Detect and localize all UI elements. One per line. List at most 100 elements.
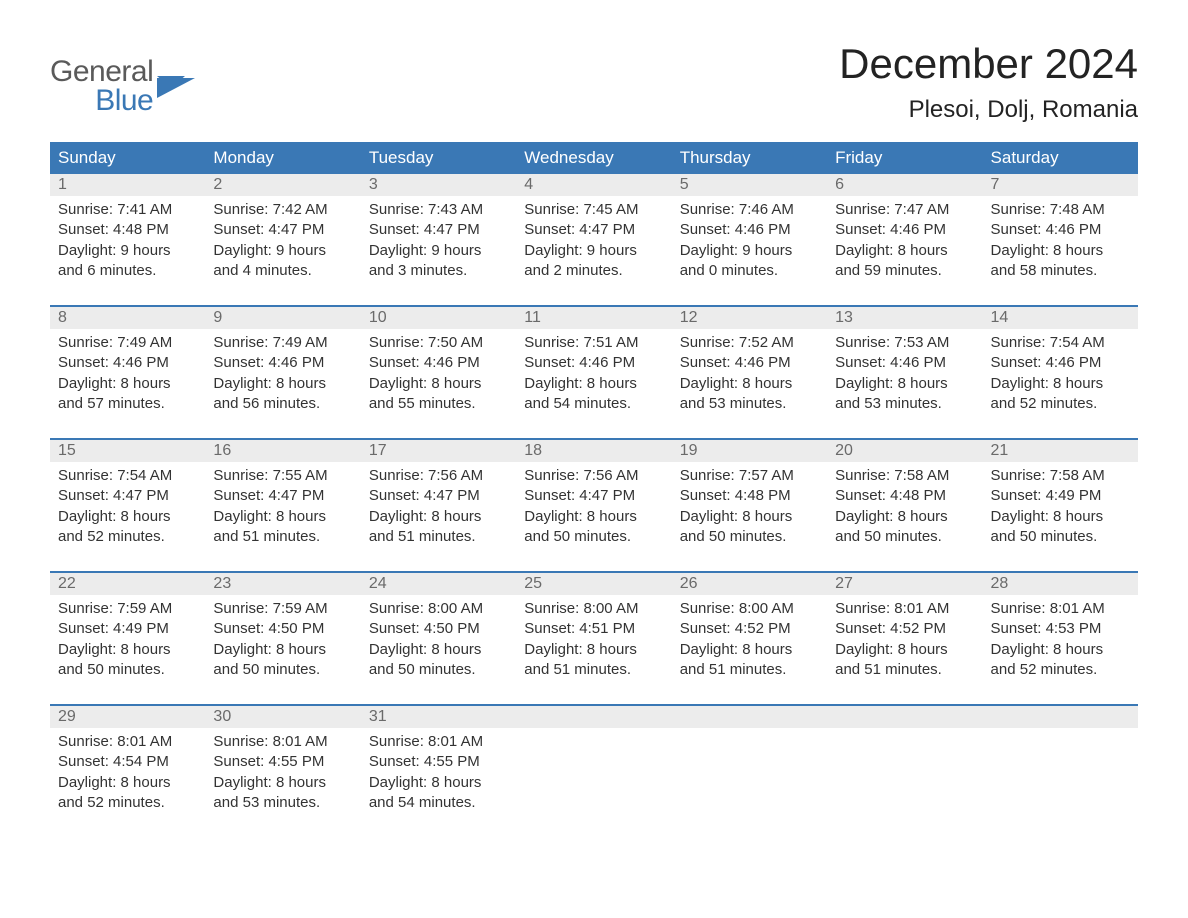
date-number: 12 [672, 307, 827, 329]
day-content: Sunrise: 7:46 AMSunset: 4:46 PMDaylight:… [672, 196, 827, 287]
daylight2-text: and 52 minutes. [58, 793, 197, 813]
day-cell [516, 706, 671, 819]
day-content: Sunrise: 7:58 AMSunset: 4:49 PMDaylight:… [983, 462, 1138, 553]
daylight1-text: Daylight: 8 hours [524, 640, 663, 660]
sunrise-text: Sunrise: 7:43 AM [369, 200, 508, 220]
sunset-text: Sunset: 4:46 PM [991, 220, 1130, 240]
day-cell: 6Sunrise: 7:47 AMSunset: 4:46 PMDaylight… [827, 174, 982, 287]
day-content: Sunrise: 7:52 AMSunset: 4:46 PMDaylight:… [672, 329, 827, 420]
sunrise-text: Sunrise: 8:00 AM [680, 599, 819, 619]
day-content: Sunrise: 8:01 AMSunset: 4:54 PMDaylight:… [50, 728, 205, 819]
day-content: Sunrise: 7:58 AMSunset: 4:48 PMDaylight:… [827, 462, 982, 553]
day-content: Sunrise: 7:49 AMSunset: 4:46 PMDaylight:… [50, 329, 205, 420]
daylight1-text: Daylight: 9 hours [213, 241, 352, 261]
date-number: 9 [205, 307, 360, 329]
daylight1-text: Daylight: 8 hours [835, 241, 974, 261]
day-cell: 8Sunrise: 7:49 AMSunset: 4:46 PMDaylight… [50, 307, 205, 420]
date-number: 13 [827, 307, 982, 329]
daylight2-text: and 0 minutes. [680, 261, 819, 281]
day-content: Sunrise: 8:01 AMSunset: 4:55 PMDaylight:… [205, 728, 360, 819]
daylight1-text: Daylight: 9 hours [680, 241, 819, 261]
sunset-text: Sunset: 4:52 PM [835, 619, 974, 639]
date-number: 7 [983, 174, 1138, 196]
daylight1-text: Daylight: 8 hours [524, 507, 663, 527]
days-of-week-row: Sunday Monday Tuesday Wednesday Thursday… [50, 142, 1138, 174]
sunrise-text: Sunrise: 7:57 AM [680, 466, 819, 486]
day-content: Sunrise: 7:59 AMSunset: 4:49 PMDaylight:… [50, 595, 205, 686]
weeks-container: 1Sunrise: 7:41 AMSunset: 4:48 PMDaylight… [50, 174, 1138, 819]
sunrise-text: Sunrise: 8:01 AM [835, 599, 974, 619]
sunset-text: Sunset: 4:46 PM [58, 353, 197, 373]
sunset-text: Sunset: 4:46 PM [369, 353, 508, 373]
calendar: Sunday Monday Tuesday Wednesday Thursday… [50, 142, 1138, 819]
sunrise-text: Sunrise: 7:53 AM [835, 333, 974, 353]
date-number: 27 [827, 573, 982, 595]
daylight2-text: and 53 minutes. [213, 793, 352, 813]
daylight1-text: Daylight: 8 hours [213, 773, 352, 793]
day-content: Sunrise: 7:47 AMSunset: 4:46 PMDaylight:… [827, 196, 982, 287]
sunrise-text: Sunrise: 7:49 AM [213, 333, 352, 353]
date-number [983, 706, 1138, 728]
sunset-text: Sunset: 4:47 PM [58, 486, 197, 506]
day-content: Sunrise: 7:57 AMSunset: 4:48 PMDaylight:… [672, 462, 827, 553]
daylight2-text: and 53 minutes. [835, 394, 974, 414]
sunrise-text: Sunrise: 7:41 AM [58, 200, 197, 220]
day-content: Sunrise: 7:59 AMSunset: 4:50 PMDaylight:… [205, 595, 360, 686]
day-cell: 28Sunrise: 8:01 AMSunset: 4:53 PMDayligh… [983, 573, 1138, 686]
day-cell: 14Sunrise: 7:54 AMSunset: 4:46 PMDayligh… [983, 307, 1138, 420]
sunset-text: Sunset: 4:46 PM [524, 353, 663, 373]
day-content: Sunrise: 8:01 AMSunset: 4:52 PMDaylight:… [827, 595, 982, 686]
sunset-text: Sunset: 4:55 PM [369, 752, 508, 772]
day-cell: 17Sunrise: 7:56 AMSunset: 4:47 PMDayligh… [361, 440, 516, 553]
sunset-text: Sunset: 4:46 PM [680, 220, 819, 240]
sunrise-text: Sunrise: 7:58 AM [835, 466, 974, 486]
daylight1-text: Daylight: 8 hours [680, 640, 819, 660]
sunrise-text: Sunrise: 7:52 AM [680, 333, 819, 353]
daylight2-text: and 52 minutes. [991, 660, 1130, 680]
day-content: Sunrise: 7:42 AMSunset: 4:47 PMDaylight:… [205, 196, 360, 287]
day-cell: 11Sunrise: 7:51 AMSunset: 4:46 PMDayligh… [516, 307, 671, 420]
dow-saturday: Saturday [983, 142, 1138, 174]
flag-icon [157, 70, 195, 100]
date-number: 11 [516, 307, 671, 329]
sunrise-text: Sunrise: 8:01 AM [58, 732, 197, 752]
sunset-text: Sunset: 4:46 PM [213, 353, 352, 373]
sunrise-text: Sunrise: 7:49 AM [58, 333, 197, 353]
daylight1-text: Daylight: 9 hours [524, 241, 663, 261]
sunset-text: Sunset: 4:47 PM [524, 486, 663, 506]
day-cell: 5Sunrise: 7:46 AMSunset: 4:46 PMDaylight… [672, 174, 827, 287]
day-cell: 13Sunrise: 7:53 AMSunset: 4:46 PMDayligh… [827, 307, 982, 420]
daylight2-text: and 2 minutes. [524, 261, 663, 281]
sunset-text: Sunset: 4:53 PM [991, 619, 1130, 639]
date-number: 29 [50, 706, 205, 728]
day-cell [672, 706, 827, 819]
daylight1-text: Daylight: 8 hours [58, 374, 197, 394]
day-cell: 19Sunrise: 7:57 AMSunset: 4:48 PMDayligh… [672, 440, 827, 553]
day-content: Sunrise: 8:00 AMSunset: 4:51 PMDaylight:… [516, 595, 671, 686]
daylight1-text: Daylight: 8 hours [213, 507, 352, 527]
daylight2-text: and 3 minutes. [369, 261, 508, 281]
daylight2-text: and 54 minutes. [524, 394, 663, 414]
daylight1-text: Daylight: 8 hours [680, 507, 819, 527]
daylight1-text: Daylight: 9 hours [369, 241, 508, 261]
day-cell: 30Sunrise: 8:01 AMSunset: 4:55 PMDayligh… [205, 706, 360, 819]
daylight1-text: Daylight: 8 hours [213, 640, 352, 660]
sunrise-text: Sunrise: 7:54 AM [991, 333, 1130, 353]
daylight1-text: Daylight: 8 hours [680, 374, 819, 394]
sunset-text: Sunset: 4:54 PM [58, 752, 197, 772]
sunrise-text: Sunrise: 8:00 AM [369, 599, 508, 619]
day-cell: 1Sunrise: 7:41 AMSunset: 4:48 PMDaylight… [50, 174, 205, 287]
sunset-text: Sunset: 4:47 PM [524, 220, 663, 240]
daylight2-text: and 56 minutes. [213, 394, 352, 414]
month-title: December 2024 [839, 40, 1138, 88]
sunrise-text: Sunrise: 7:56 AM [524, 466, 663, 486]
day-cell: 31Sunrise: 8:01 AMSunset: 4:55 PMDayligh… [361, 706, 516, 819]
daylight2-text: and 57 minutes. [58, 394, 197, 414]
daylight2-text: and 50 minutes. [369, 660, 508, 680]
sunset-text: Sunset: 4:51 PM [524, 619, 663, 639]
date-number: 25 [516, 573, 671, 595]
day-content: Sunrise: 7:54 AMSunset: 4:46 PMDaylight:… [983, 329, 1138, 420]
sunset-text: Sunset: 4:47 PM [213, 486, 352, 506]
sunrise-text: Sunrise: 7:58 AM [991, 466, 1130, 486]
day-cell: 7Sunrise: 7:48 AMSunset: 4:46 PMDaylight… [983, 174, 1138, 287]
